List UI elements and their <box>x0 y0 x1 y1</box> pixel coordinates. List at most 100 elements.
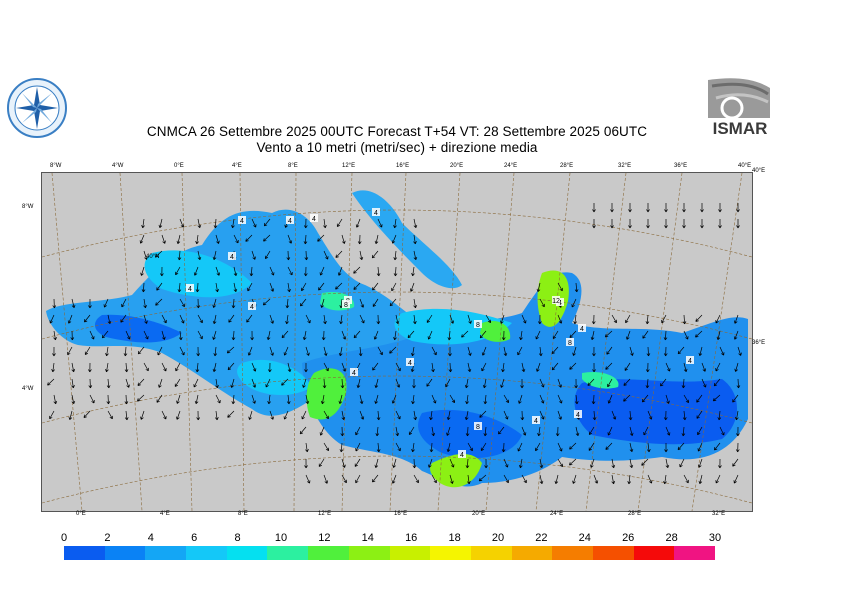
wind-arrow <box>448 362 453 373</box>
wind-arrow <box>467 442 473 452</box>
wind-arrow <box>377 218 383 228</box>
wind-arrow <box>355 442 361 452</box>
wind-arrow <box>321 330 326 341</box>
wind-arrow <box>156 282 163 291</box>
contour-label: 4 <box>578 324 586 333</box>
wind-arrow <box>498 426 505 435</box>
wind-arrow <box>683 474 689 484</box>
wind-arrow <box>413 218 418 229</box>
wind-arrow <box>733 474 739 484</box>
legend-label: 6 <box>191 532 198 544</box>
wind-arrow <box>161 362 167 372</box>
wind-arrow <box>269 410 274 420</box>
wind-arrow <box>592 410 597 421</box>
wind-arrow <box>446 410 451 421</box>
wind-arrow <box>265 250 271 260</box>
wind-arrow <box>305 314 311 324</box>
top-longitude-label: 4°E <box>232 163 242 169</box>
wind-arrow <box>195 362 200 373</box>
wind-arrow <box>409 282 415 292</box>
wind-arrow <box>395 378 401 388</box>
wind-arrow <box>374 378 379 388</box>
wind-arrow <box>285 298 290 309</box>
wind-arrow <box>250 330 254 341</box>
svg-text:4: 4 <box>460 452 464 459</box>
wind-arrow <box>88 378 93 389</box>
legend-label: 18 <box>448 532 461 544</box>
wind-arrow <box>500 314 505 324</box>
wind-arrow <box>161 234 166 244</box>
wind-arrow <box>228 314 235 323</box>
contour-label: 4 <box>238 216 246 225</box>
wind-arrow <box>643 426 649 436</box>
wind-arrow <box>84 314 91 323</box>
top-longitude-label: 36°E <box>674 163 688 169</box>
legend-label: 24 <box>578 532 591 544</box>
wind-arrow <box>52 346 56 357</box>
wind-arrow <box>733 314 739 324</box>
wind-arrow <box>395 362 401 372</box>
wind-arrow <box>714 442 721 451</box>
wind-arrow <box>125 330 131 340</box>
svg-text:4: 4 <box>230 254 234 261</box>
wind-arrow <box>392 458 397 468</box>
wind-arrow <box>233 282 238 293</box>
wind-arrow <box>393 250 398 261</box>
contour-label: 4 <box>248 302 256 311</box>
wind-arrow <box>520 410 525 421</box>
wind-arrow <box>215 234 220 244</box>
wind-arrow <box>337 266 343 276</box>
wind-arrow <box>355 426 361 436</box>
wind-arrow <box>665 458 670 469</box>
wind-arrow <box>375 426 380 437</box>
wind-arrow <box>551 362 559 371</box>
wind-arrow <box>176 234 181 244</box>
wind-arrow <box>231 330 236 341</box>
wind-arrow <box>154 250 163 258</box>
top-longitude-label: 16°E <box>396 163 410 169</box>
wind-arrow <box>683 362 688 372</box>
wind-arrow <box>701 378 707 388</box>
wind-arrow <box>503 458 509 468</box>
wind-arrow <box>645 362 650 373</box>
wind-arrow <box>590 330 595 341</box>
wind-arrow <box>305 394 310 405</box>
wind-arrow <box>391 234 397 244</box>
wind-arrow <box>231 394 236 405</box>
wind-arrow <box>197 314 203 324</box>
wind-arrow <box>212 314 217 325</box>
wind-arrow <box>194 394 199 405</box>
wind-arrow <box>213 346 218 357</box>
wind-arrow <box>124 362 129 373</box>
wind-arrow <box>215 378 219 389</box>
wind-arrow <box>412 458 417 469</box>
wind-arrow <box>517 346 523 356</box>
wind-arrow <box>287 234 293 244</box>
wind-arrow <box>715 314 721 324</box>
wind-arrow <box>338 394 343 404</box>
wind-arrow <box>395 410 401 420</box>
wind-arrow <box>359 314 365 324</box>
bottom-longitude-label: 0°E <box>76 511 86 517</box>
top-longitude-label: 20°E <box>450 163 464 169</box>
wind-arrow <box>735 442 740 453</box>
wind-arrow <box>481 346 487 356</box>
wind-arrow <box>683 330 689 340</box>
top-longitude-label: 28°E <box>560 163 574 169</box>
wind-arrow <box>698 346 703 356</box>
wind-arrow <box>53 394 58 405</box>
wind-arrow <box>538 314 542 325</box>
wind-arrow <box>518 458 523 469</box>
wind-arrow <box>698 458 703 468</box>
wind-arrow <box>590 458 595 468</box>
wind-arrow <box>574 378 578 389</box>
wind-arrow <box>641 458 649 466</box>
wind-arrow <box>407 330 415 339</box>
wind-arrow <box>323 250 329 260</box>
wind-arrow <box>569 442 577 450</box>
wind-arrow <box>143 298 147 309</box>
wind-arrow <box>682 219 686 229</box>
legend-label: 8 <box>234 532 241 544</box>
wind-arrow <box>319 426 325 436</box>
wind-arrow <box>269 346 274 356</box>
